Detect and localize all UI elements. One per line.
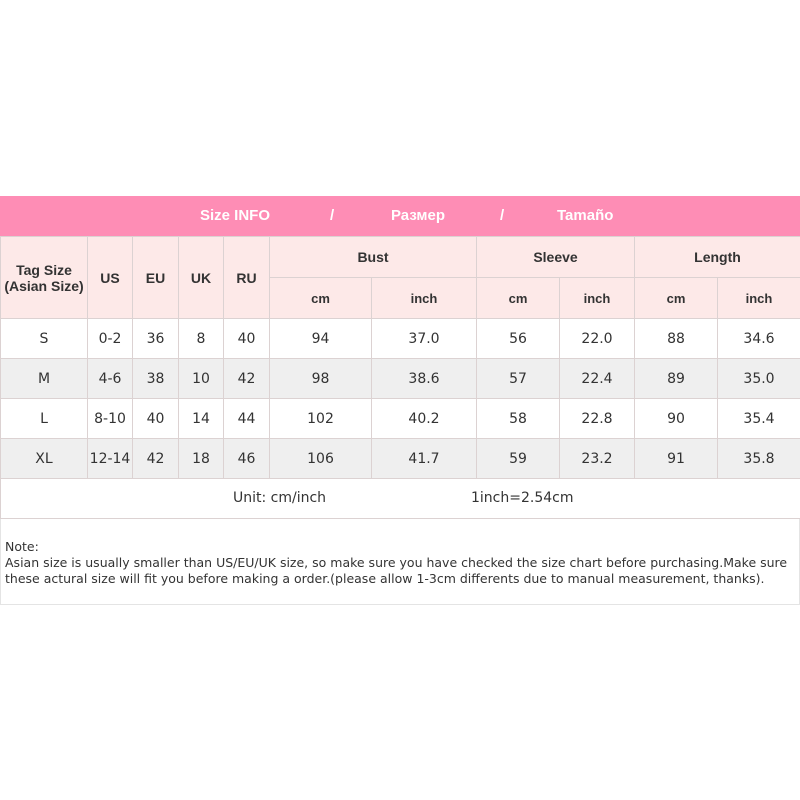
table-row: XL 12-14 42 18 46 106 41.7 59 23.2 91 35.8 [0, 438, 800, 479]
table-cell: 23.2 [559, 438, 635, 479]
banner-title-es: Tamaño [557, 207, 614, 224]
header-eu: EU [132, 236, 179, 319]
table-cell: 46 [223, 438, 270, 479]
size-table: Tag Size (Asian Size) US EU UK RU Bust Sl… [0, 236, 800, 519]
table-cell: 94 [269, 318, 372, 359]
table-cell: 36 [132, 318, 179, 359]
table-cell: 22.0 [559, 318, 635, 359]
note-label: Note: [5, 539, 39, 554]
table-cell: 90 [634, 398, 718, 439]
banner-title-ru: Размер [391, 207, 446, 224]
unit-label: Unit: cm/inch [233, 490, 327, 506]
note-line: Asian size is usually smaller than US/EU… [5, 555, 788, 570]
conversion-label: 1inch=2.54cm [471, 490, 574, 506]
header-inch: inch [717, 277, 800, 319]
table-cell: 40.2 [371, 398, 477, 439]
table-cell: S [0, 318, 88, 359]
header-cm: cm [476, 277, 560, 319]
header-cm: cm [269, 277, 372, 319]
table-row: M 4-6 38 10 42 98 38.6 57 22.4 89 35.0 [0, 358, 800, 399]
table-cell: 35.8 [717, 438, 800, 479]
table-cell: 35.4 [717, 398, 800, 439]
note: Note: Asian size is usually smaller than… [0, 519, 800, 605]
banner-separator: / [500, 207, 505, 224]
table-cell: 37.0 [371, 318, 477, 359]
table-cell: 106 [269, 438, 372, 479]
banner-title: Size INFO [200, 207, 271, 224]
header-tag-size: Tag Size (Asian Size) [0, 236, 88, 319]
table-cell: M [0, 358, 88, 399]
table-cell: 10 [178, 358, 224, 399]
table-cell: XL [0, 438, 88, 479]
table-cell: 98 [269, 358, 372, 399]
table-cell: 38.6 [371, 358, 477, 399]
table-cell: 88 [634, 318, 718, 359]
header-inch: inch [371, 277, 477, 319]
header-ru: RU [223, 236, 270, 319]
table-cell: 42 [132, 438, 179, 479]
table-row: S 0-2 36 8 40 94 37.0 56 22.0 88 34.6 [0, 318, 800, 359]
table-cell: 89 [634, 358, 718, 399]
banner-separator: / [330, 207, 335, 224]
table-cell: 12-14 [87, 438, 133, 479]
table-cell: 44 [223, 398, 270, 439]
note-line: these actural size will fit you before m… [5, 571, 765, 586]
table-cell: 40 [223, 318, 270, 359]
size-chart: Size INFO / Размер / Tamaño Tag Size (Asi… [0, 196, 800, 605]
header-length: Length [634, 236, 800, 278]
table-cell: 58 [476, 398, 560, 439]
header-inch: inch [559, 277, 635, 319]
table-cell: 57 [476, 358, 560, 399]
table-cell: L [0, 398, 88, 439]
table-cell: 14 [178, 398, 224, 439]
table-cell: 40 [132, 398, 179, 439]
table-cell: 8-10 [87, 398, 133, 439]
table-cell: 91 [634, 438, 718, 479]
table-cell: 22.4 [559, 358, 635, 399]
table-row: L 8-10 40 14 44 102 40.2 58 22.8 90 35.4 [0, 398, 800, 439]
header-cm: cm [634, 277, 718, 319]
table-cell: 102 [269, 398, 372, 439]
header-us: US [87, 236, 133, 319]
table-cell: 38 [132, 358, 179, 399]
table-cell: 59 [476, 438, 560, 479]
table-cell: 18 [178, 438, 224, 479]
table-cell: 41.7 [371, 438, 477, 479]
unit-row: Unit: cm/inch 1inch=2.54cm [0, 478, 800, 519]
table-cell: 56 [476, 318, 560, 359]
table-cell: 0-2 [87, 318, 133, 359]
table-cell: 4-6 [87, 358, 133, 399]
table-cell: 34.6 [717, 318, 800, 359]
size-info-banner: Size INFO / Размер / Tamaño [0, 196, 800, 236]
header-sleeve: Sleeve [476, 236, 635, 278]
table-cell: 35.0 [717, 358, 800, 399]
table-cell: 8 [178, 318, 224, 359]
table-cell: 42 [223, 358, 270, 399]
table-cell: 22.8 [559, 398, 635, 439]
header-uk: UK [178, 236, 224, 319]
header-bust: Bust [269, 236, 477, 278]
